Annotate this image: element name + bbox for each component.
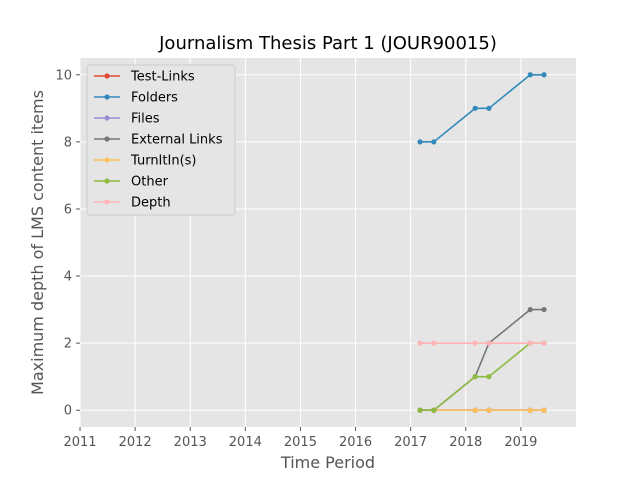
data-point-other — [486, 374, 492, 380]
data-point-external-links — [541, 306, 547, 313]
legend-label: TurnItIn(s) — [130, 154, 196, 169]
legend-label: Other — [131, 175, 169, 190]
data-point-other — [472, 374, 478, 380]
legend-item-folders: Folders — [94, 91, 178, 106]
legend: Test-Links Folders Files External Links Turn… — [86, 64, 236, 216]
legend-swatch-marker — [104, 115, 110, 121]
data-point-external-links — [527, 306, 533, 313]
series-layer — [417, 72, 547, 413]
data-point-turnitin-s — [486, 407, 492, 413]
data-point-depth — [431, 340, 437, 346]
chart-title: Journalism Thesis Part 1 (JOUR90015) — [158, 33, 497, 54]
legend-swatch-marker — [104, 178, 110, 184]
y-axis-label: Maximum depth of LMS content items — [28, 90, 47, 395]
x-tick-label: 2014 — [229, 435, 262, 450]
data-point-folders — [541, 72, 547, 78]
data-point-turnitin-s — [472, 407, 478, 413]
legend-item-files: Files — [94, 112, 160, 127]
data-point-folders — [486, 105, 492, 111]
data-point-depth — [472, 340, 478, 346]
data-point-depth — [417, 340, 423, 346]
x-tick-label: 2019 — [504, 435, 537, 450]
data-point-turnitin-s — [541, 407, 547, 413]
x-tick-label: 2016 — [339, 435, 372, 450]
x-axis-ticks: 2011 2012 2013 2014 2015 2016 2017 2018 2019 — [63, 427, 537, 450]
series-depth — [417, 340, 547, 346]
data-point-depth — [486, 340, 492, 346]
x-tick-label: 2013 — [174, 435, 207, 450]
data-point-folders — [527, 72, 533, 78]
legend-swatch-marker — [104, 199, 110, 205]
x-tick-label: 2018 — [449, 435, 482, 450]
legend-swatch-marker — [104, 73, 110, 79]
x-axis-label: Time Period — [280, 453, 375, 472]
data-point-depth — [527, 340, 533, 346]
y-tick-label: 8 — [64, 135, 72, 150]
legend-item-other: Other — [94, 175, 169, 190]
legend-label: Test-Links — [130, 70, 195, 85]
legend-item-external-links: External Links — [94, 133, 223, 148]
data-point-other — [431, 407, 437, 413]
legend-swatch-marker — [104, 157, 110, 163]
legend-item-depth: Depth — [94, 196, 171, 211]
data-point-depth — [541, 340, 547, 346]
data-point-turnitin-s — [527, 407, 533, 413]
y-tick-label: 0 — [64, 404, 72, 419]
legend-label: External Links — [131, 133, 223, 148]
data-point-folders — [417, 139, 423, 145]
y-tick-label: 2 — [64, 337, 72, 352]
y-axis-ticks: 0 2 4 6 8 10 — [55, 68, 80, 419]
x-tick-label: 2017 — [394, 435, 427, 450]
legend-swatch-marker — [104, 136, 110, 142]
legend-item-turnitin-s: TurnItIn(s) — [94, 154, 196, 169]
legend-label: Folders — [131, 91, 178, 106]
y-tick-label: 10 — [55, 68, 72, 83]
legend-label: Files — [131, 112, 160, 127]
legend-item-test-links: Test-Links — [94, 70, 195, 85]
x-tick-label: 2012 — [119, 435, 152, 450]
data-point-folders — [431, 139, 437, 145]
data-point-other — [417, 407, 423, 413]
legend-swatch-marker — [104, 94, 110, 100]
legend-box — [86, 64, 236, 216]
series-folders — [417, 72, 547, 145]
x-tick-label: 2011 — [63, 435, 96, 450]
y-tick-label: 4 — [64, 270, 72, 285]
x-tick-label: 2015 — [284, 435, 317, 450]
legend-label: Depth — [131, 196, 171, 211]
y-tick-label: 6 — [64, 202, 72, 217]
data-point-folders — [472, 105, 478, 111]
